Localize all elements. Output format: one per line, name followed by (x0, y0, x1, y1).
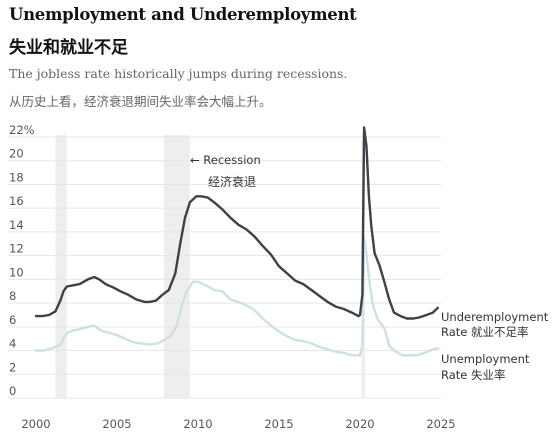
x-axis-labels: 2000 2005 2010 2015 2020 2025 (21, 417, 455, 431)
series-label-line1: Underemployment (441, 310, 549, 324)
series-label-line1: Unemployment (441, 352, 530, 366)
y-tick-label: 10 (9, 265, 24, 279)
x-tick-label: 2010 (183, 417, 212, 431)
y-tick-label: 8 (9, 289, 16, 303)
x-tick-label: 2000 (21, 417, 50, 431)
y-tick-label: 12 (9, 242, 24, 256)
y-tick-label: 4 (9, 337, 16, 351)
x-tick-label: 2015 (264, 417, 293, 431)
recession-label-zh: 经济衰退 (208, 174, 256, 189)
y-axis-labels: 0 2 4 6 8 10 12 14 16 18 20 22% (9, 123, 35, 398)
y-tick-label: 18 (9, 170, 24, 184)
recession-label-en: ← Recession (190, 153, 261, 167)
y-tick-label: 16 (9, 194, 24, 208)
chart-title-zh: 失业和就业不足 (9, 38, 128, 58)
y-tick-label: 14 (9, 218, 24, 232)
y-tick-label: 2 (9, 360, 16, 374)
y-tick-label: 6 (9, 313, 16, 327)
chart-title-en: Unemployment and Underemployment (9, 5, 357, 24)
chart-subtitle-zh: 从历史上看，经济衰退期间失业率会大幅上升。 (9, 94, 272, 109)
x-tick-label: 2005 (102, 417, 131, 431)
y-tick-label: 22% (9, 123, 35, 137)
unemployment-line (34, 235, 439, 357)
recession-band-1 (55, 135, 67, 398)
series-lines (34, 126, 439, 357)
y-tick-label: 20 (9, 147, 24, 161)
x-tick-label: 2020 (345, 417, 374, 431)
y-tick-label: 0 (9, 384, 16, 398)
underemployment-line (34, 126, 439, 320)
series-label-line2: Rate 就业不足率 (441, 325, 529, 339)
series-label-line2: Rate 失业率 (441, 368, 506, 382)
x-tick-label: 2025 (426, 417, 455, 431)
chart-subtitle-en: The jobless rate historically jumps duri… (9, 66, 348, 81)
gridlines (8, 136, 441, 399)
